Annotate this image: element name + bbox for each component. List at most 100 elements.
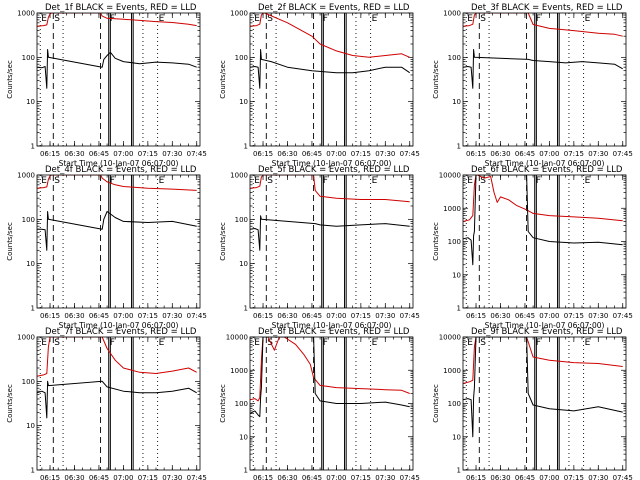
y-axis-ticks [463, 336, 626, 471]
x-tick-label: 06:45 [515, 312, 535, 320]
time-marker-label: E [159, 338, 165, 348]
y-tick-label: 1000 [230, 172, 248, 180]
x-tick-label: 07:00 [113, 150, 133, 158]
x-axis-label: Start Time (10-Jan-07 06:07:00) [272, 159, 392, 168]
y-axis-ticks [37, 336, 200, 471]
x-tick-label: 07:45 [400, 150, 420, 158]
x-axis-label: Start Time (10-Jan-07 06:07:00) [59, 159, 179, 168]
x-tick-label: 06:15 [253, 474, 273, 480]
time-markers [39, 13, 159, 146]
chart-title: Det_6f BLACK = Events, RED = LLD [471, 165, 623, 175]
y-tick-label: 1000 [230, 367, 248, 375]
y-axis-label: Counts/sec [6, 60, 14, 99]
y-tick-label: 1 [244, 305, 248, 313]
time-markers [465, 13, 585, 146]
x-tick-label: 06:15 [40, 150, 60, 158]
time-marker-label: E [254, 176, 260, 186]
panel-7: Det_7f BLACK = Events, RED = LLD Counts/s… [6, 327, 207, 480]
x-tick-label: 07:00 [539, 312, 559, 320]
x-tick-label: 07:15 [138, 312, 158, 320]
time-marker-label: F [323, 14, 328, 24]
plot-frame [462, 12, 627, 147]
x-tick-label: 07:15 [138, 474, 158, 480]
x-axis-ticks [41, 337, 198, 470]
x-tick-label: 07:45 [187, 474, 207, 480]
time-marker-label: E [159, 14, 165, 24]
y-axis-label: Counts/sec [219, 60, 227, 99]
x-axis-label: Start Time (10-Jan-07 06:07:00) [272, 321, 392, 330]
time-marker-label: E [585, 176, 591, 186]
time-marker-label: E [585, 14, 591, 24]
y-tick-label: 100 [22, 378, 35, 386]
time-marker-label: F [110, 338, 115, 348]
x-tick-label: 06:15 [40, 312, 60, 320]
series-lld-line [463, 337, 623, 384]
time-marker-label: F [110, 176, 115, 186]
panel-8: Det_8f BLACK = Events, RED = LLD Counts/s… [219, 327, 420, 480]
y-tick-label: 1 [31, 143, 35, 151]
x-tick-label: 07:00 [539, 150, 559, 158]
y-axis-label: Counts/sec [432, 384, 440, 423]
y-axis-ticks [37, 174, 200, 309]
y-tick-label: 100 [448, 238, 461, 246]
x-tick-label: 06:30 [490, 474, 510, 480]
x-tick-label: 07:30 [375, 150, 395, 158]
y-tick-label: 1000 [443, 10, 461, 18]
time-marker-label: S [267, 14, 273, 24]
x-axis-label: Start Time (10-Jan-07 06:07:00) [485, 159, 605, 168]
time-marker-label: E [159, 176, 165, 186]
x-tick-label: 07:15 [138, 150, 158, 158]
series-lld-line [250, 175, 410, 203]
time-marker-label: S [267, 176, 273, 186]
time-marker-label: E [41, 14, 47, 24]
x-tick-label: 06:15 [253, 312, 273, 320]
x-axis-ticks [254, 337, 411, 470]
x-axis-ticks [41, 175, 198, 308]
y-tick-label: 10000 [439, 172, 461, 180]
x-tick-label: 07:00 [113, 474, 133, 480]
x-axis-ticks [41, 13, 198, 146]
x-tick-label: 07:15 [351, 312, 371, 320]
x-tick-label: 07:00 [326, 474, 346, 480]
time-marker-label: E [254, 14, 260, 24]
time-marker-label: S [480, 176, 486, 186]
x-tick-label: 06:45 [89, 312, 109, 320]
panel-2: Det_2f BLACK = Events, RED = LLD Counts/s… [219, 3, 420, 168]
y-axis-ticks [250, 12, 413, 147]
time-marker-label: F [536, 14, 541, 24]
y-tick-label: 100 [448, 54, 461, 62]
time-markers [465, 175, 585, 308]
series-events-line [37, 49, 197, 89]
chart-title: Det_2f BLACK = Events, RED = LLD [258, 3, 410, 13]
x-axis-ticks [254, 13, 411, 146]
x-axis-ticks [467, 337, 624, 470]
x-tick-label: 06:45 [515, 150, 535, 158]
time-marker-label: S [54, 338, 60, 348]
x-tick-label: 06:45 [302, 150, 322, 158]
x-tick-label: 07:30 [162, 474, 182, 480]
time-marker-label: E [254, 338, 260, 348]
x-tick-label: 07:30 [375, 312, 395, 320]
plot-frame [36, 336, 201, 471]
series-events-line [250, 337, 410, 418]
series-events-line [250, 49, 410, 89]
x-tick-label: 06:30 [64, 312, 84, 320]
x-axis-ticks [467, 175, 624, 308]
y-tick-label: 10 [452, 98, 461, 106]
series-lld-line [463, 175, 623, 222]
panel-9: Det_9f BLACK = Events, RED = LLD Counts/s… [432, 327, 633, 480]
series-group [37, 13, 197, 89]
plot-frame [462, 174, 627, 309]
series-group [463, 337, 623, 438]
x-tick-label: 07:30 [588, 474, 608, 480]
y-tick-label: 100 [22, 54, 35, 62]
time-marker-label: E [41, 176, 47, 186]
panel-4: Det_4f BLACK = Events, RED = LLD Counts/s… [6, 165, 207, 330]
series-lld-line [463, 13, 623, 37]
x-axis-label: Start Time (10-Jan-07 06:07:00) [59, 321, 179, 330]
series-group [250, 13, 410, 89]
x-tick-label: 06:30 [490, 312, 510, 320]
x-tick-label: 07:45 [187, 150, 207, 158]
x-tick-label: 07:00 [113, 312, 133, 320]
